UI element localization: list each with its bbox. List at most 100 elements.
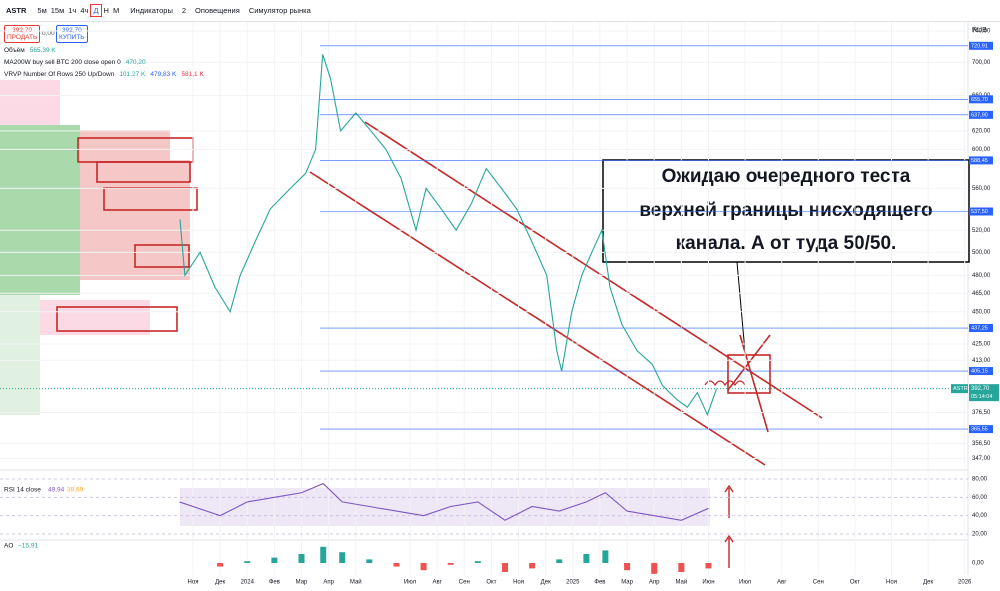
rsi-tick-label: 40,00 xyxy=(972,513,988,519)
rsi-value: 49,94 xyxy=(48,487,65,494)
y-tick-label: 347,00 xyxy=(972,456,991,462)
currency: RUB xyxy=(972,27,987,34)
level-tag xyxy=(969,156,993,165)
spread: 0,00 xyxy=(42,30,55,37)
buy-label: КУПИТЬ xyxy=(59,34,85,41)
buy-button[interactable]: 392,70 КУПИТЬ xyxy=(56,25,88,43)
indicators[interactable]: Индикаторы xyxy=(130,6,173,15)
legend-value: 581,1 K xyxy=(181,71,204,78)
interval[interactable]: Н xyxy=(103,6,109,15)
level-label: 405,15 xyxy=(971,369,988,375)
ao-bar xyxy=(320,546,327,563)
buy-price: 392,70 xyxy=(61,27,82,34)
x-tick-label: Июн xyxy=(702,580,714,586)
level-tag xyxy=(969,95,993,104)
y-tick-label: 520,00 xyxy=(972,228,991,234)
ao-bar xyxy=(651,563,658,574)
legend-value: 565,39 K xyxy=(29,47,56,54)
symbol[interactable]: ASTR xyxy=(6,6,27,15)
y-tick-label: 465,00 xyxy=(972,291,991,297)
rsi-line xyxy=(179,482,709,521)
level-label: 365,55 xyxy=(971,427,988,433)
annotation-line: канала. А от туда 50/50. xyxy=(676,233,897,254)
ao-tick-label: 0,00 xyxy=(972,561,984,567)
toolbar: ASTR 5м 15м 1ч 4ч Д Н М Индикаторы 2 Оповещени… xyxy=(0,0,1000,22)
y-tick-label: 600,00 xyxy=(972,147,991,153)
y-tick-label: 480,00 xyxy=(972,273,991,279)
legend-name: Объём xyxy=(4,47,25,54)
ao-bar xyxy=(556,559,563,563)
ao-bar xyxy=(366,559,373,563)
layouts[interactable]: 2 xyxy=(181,6,187,15)
sell-button[interactable]: 392,70 ПРОДАТЬ xyxy=(4,25,41,43)
legend-value: 101,27 K xyxy=(119,71,146,78)
ao-bar xyxy=(339,552,346,563)
x-tick-label: Мар xyxy=(296,580,308,586)
legend-row: Объём 565,39 K xyxy=(4,45,204,57)
replay[interactable]: Симулятор рынка xyxy=(248,6,311,15)
last-price: 392,70 xyxy=(971,386,990,392)
level-tag xyxy=(969,425,993,434)
y-tick-label: 740,00 xyxy=(972,29,991,35)
last-timer: 05:14:04 xyxy=(971,394,992,400)
interval[interactable]: Д xyxy=(90,4,102,17)
alerts[interactable]: Оповещения xyxy=(195,6,240,15)
level-tag xyxy=(969,367,993,376)
rsi-value: 39,69 xyxy=(67,487,84,494)
interval[interactable]: 15м xyxy=(50,6,65,15)
x-tick-label: Май xyxy=(675,579,687,586)
y-tick-label: 413,00 xyxy=(972,358,991,364)
ao-bar xyxy=(420,563,427,571)
rsi-title: RSI 14 close xyxy=(4,487,41,494)
ao-bar xyxy=(474,561,481,563)
x-tick-label: Июл xyxy=(739,580,752,586)
y-tick-label: 700,00 xyxy=(972,60,991,66)
interval[interactable]: 5м xyxy=(37,6,47,15)
annotation-line: Ожидаю очередного теста xyxy=(662,166,911,187)
legend-name: VRVP Number Of Rows 250 Up/Down xyxy=(4,71,115,78)
ao-bar xyxy=(447,563,454,565)
rsi-band xyxy=(180,488,710,526)
ao-title: AO xyxy=(4,543,13,550)
interval[interactable]: М xyxy=(112,6,120,15)
ao-bar xyxy=(583,554,590,563)
last-symbol-tag xyxy=(951,384,968,394)
ao-bar xyxy=(624,563,631,571)
last-tag xyxy=(969,384,999,402)
legend-row: MA200W buy sell BTC 200 close open 0 470,… xyxy=(4,57,204,69)
x-tick-label: Авг xyxy=(432,580,442,586)
ao-bar xyxy=(678,563,685,572)
x-tick-label: Окт xyxy=(850,580,860,586)
x-tick-label: Дек xyxy=(215,580,225,586)
x-tick-label: Ноя xyxy=(886,580,897,586)
interval[interactable]: 4ч xyxy=(80,6,89,15)
level-label: 588,45 xyxy=(971,158,988,164)
level-label: 655,70 xyxy=(971,97,988,103)
rsi-tick-label: 80,00 xyxy=(972,477,988,483)
level-tag xyxy=(969,110,993,119)
ao-value: −15,91 xyxy=(18,543,38,550)
interval[interactable]: 1ч xyxy=(68,6,77,15)
ao-bar xyxy=(501,563,508,572)
rsi-tick-label: 60,00 xyxy=(972,495,988,501)
x-tick-label: Мар xyxy=(621,580,633,586)
x-tick-label: Авг xyxy=(777,580,787,586)
level-tag xyxy=(969,207,993,216)
ao-bar xyxy=(393,563,400,567)
x-tick-label: Сен xyxy=(459,580,470,586)
y-tick-label: 560,00 xyxy=(972,186,991,192)
x-tick-label: Дек xyxy=(541,580,551,586)
legend-value: 470,20 xyxy=(125,59,146,66)
x-tick-label: 2024 xyxy=(241,580,255,586)
x-tick-label: Дек xyxy=(923,580,933,586)
x-tick-label: Ноя xyxy=(188,580,199,586)
y-tick-label: 356,50 xyxy=(972,441,991,447)
legend-value: 479,83 K xyxy=(150,71,177,78)
ao-bar xyxy=(705,563,712,569)
level-tag xyxy=(969,324,993,333)
ao-bar xyxy=(271,557,278,563)
legend-name: MA200W buy sell BTC 200 close open 0 xyxy=(4,59,121,66)
intervals: 5м 15м 1ч 4ч Д Н М xyxy=(35,4,121,17)
y-tick-label: 376,50 xyxy=(972,410,991,416)
